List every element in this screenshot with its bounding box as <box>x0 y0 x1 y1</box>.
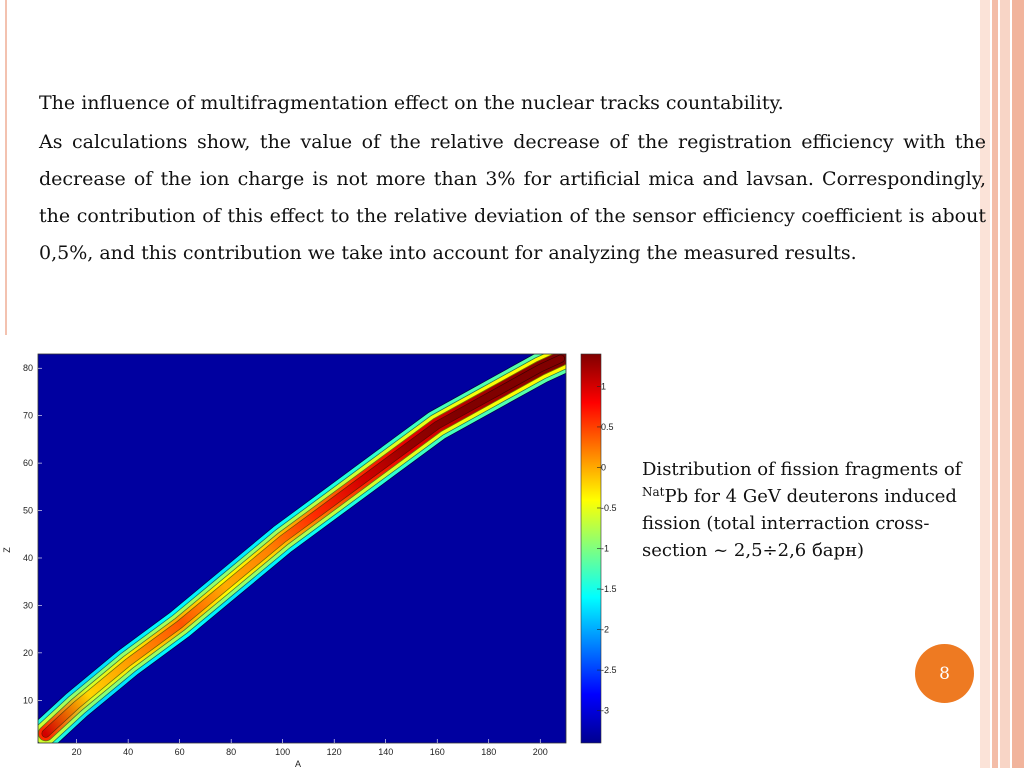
y-tick-label: 20 <box>23 648 33 658</box>
colorbar-tick-label: -1 <box>601 544 609 554</box>
slide-text: The influence of multifragmentation effe… <box>39 84 986 272</box>
y-tick-label: 30 <box>23 600 33 610</box>
y-tick-label: 50 <box>23 506 33 516</box>
right-decorative-stripes <box>980 0 1024 768</box>
colorbar-tick-label: -3 <box>601 706 609 716</box>
caption-text-end: Pb for 4 GeV deuterons induced fission (… <box>642 486 957 561</box>
colorbar-tick-label: 0 <box>601 462 606 472</box>
ridge-band-3 <box>42 355 565 737</box>
ridge-layer <box>38 354 566 743</box>
figure-caption: Distribution of fission fragments of Nat… <box>642 456 987 564</box>
fission-distribution-plot: 20 40 60 80 100 120 140 160 180 200 10 20 30 40 50 60 7… <box>0 350 625 768</box>
page-number: 8 <box>939 663 950 684</box>
colorbar-tick-label: -1.5 <box>601 584 617 594</box>
x-tick-label: 200 <box>533 747 548 757</box>
x-axis-ticks: 20 40 60 80 100 120 140 160 180 200 <box>72 739 548 757</box>
colorbar-tick-label: 1 <box>601 381 606 391</box>
y-tick-label: 80 <box>23 363 33 373</box>
colorbar-tick-label: 0.5 <box>601 422 614 432</box>
heatmap-svg: 20 40 60 80 100 120 140 160 180 200 1020304050607… <box>2 353 617 768</box>
x-tick-label: 120 <box>327 747 342 757</box>
slide-heading: The influence of multifragmentation effe… <box>39 92 784 114</box>
x-tick-label: 40 <box>123 747 133 757</box>
x-tick-label: 160 <box>430 747 445 757</box>
colorbar-ticks: 1 0.5 0 -0.5 -1 -1.5 -2 -2.5 -3 <box>597 381 617 716</box>
x-tick-label: 140 <box>378 747 393 757</box>
x-tick-label: 80 <box>226 747 236 757</box>
y-tick-label: 70 <box>23 411 33 421</box>
y-axis-label: Z <box>2 547 12 553</box>
stripe-3 <box>1000 0 1010 768</box>
plot-frame <box>37 353 567 744</box>
stripe-4 <box>1012 0 1024 768</box>
x-tick-label: 60 <box>175 747 185 757</box>
x-axis-label: A <box>295 759 301 768</box>
x-tick-label: 100 <box>275 747 290 757</box>
colorbar-tick-label: -2 <box>601 625 609 635</box>
stripe-2 <box>992 0 998 768</box>
stripe-1 <box>980 0 990 768</box>
y-axis-ticks: 10 20 30 40 50 60 70 80 <box>23 363 42 705</box>
caption-superscript: Nat <box>642 485 665 499</box>
y-tick-label: 60 <box>23 458 33 468</box>
colorbar-tick-label: -0.5 <box>601 503 617 513</box>
left-decorative-rule <box>5 0 7 335</box>
x-tick-label: 180 <box>481 747 496 757</box>
x-tick-label: 20 <box>72 747 82 757</box>
y-tick-label: 10 <box>23 695 33 705</box>
caption-text-start: Distribution of fission fragments of <box>642 459 962 480</box>
y-tick-label: 40 <box>23 553 33 563</box>
page-number-badge: 8 <box>915 644 974 703</box>
slide-paragraph: As calculations show, the value of the r… <box>39 131 986 264</box>
colorbar-tick-label: -2.5 <box>601 665 617 675</box>
